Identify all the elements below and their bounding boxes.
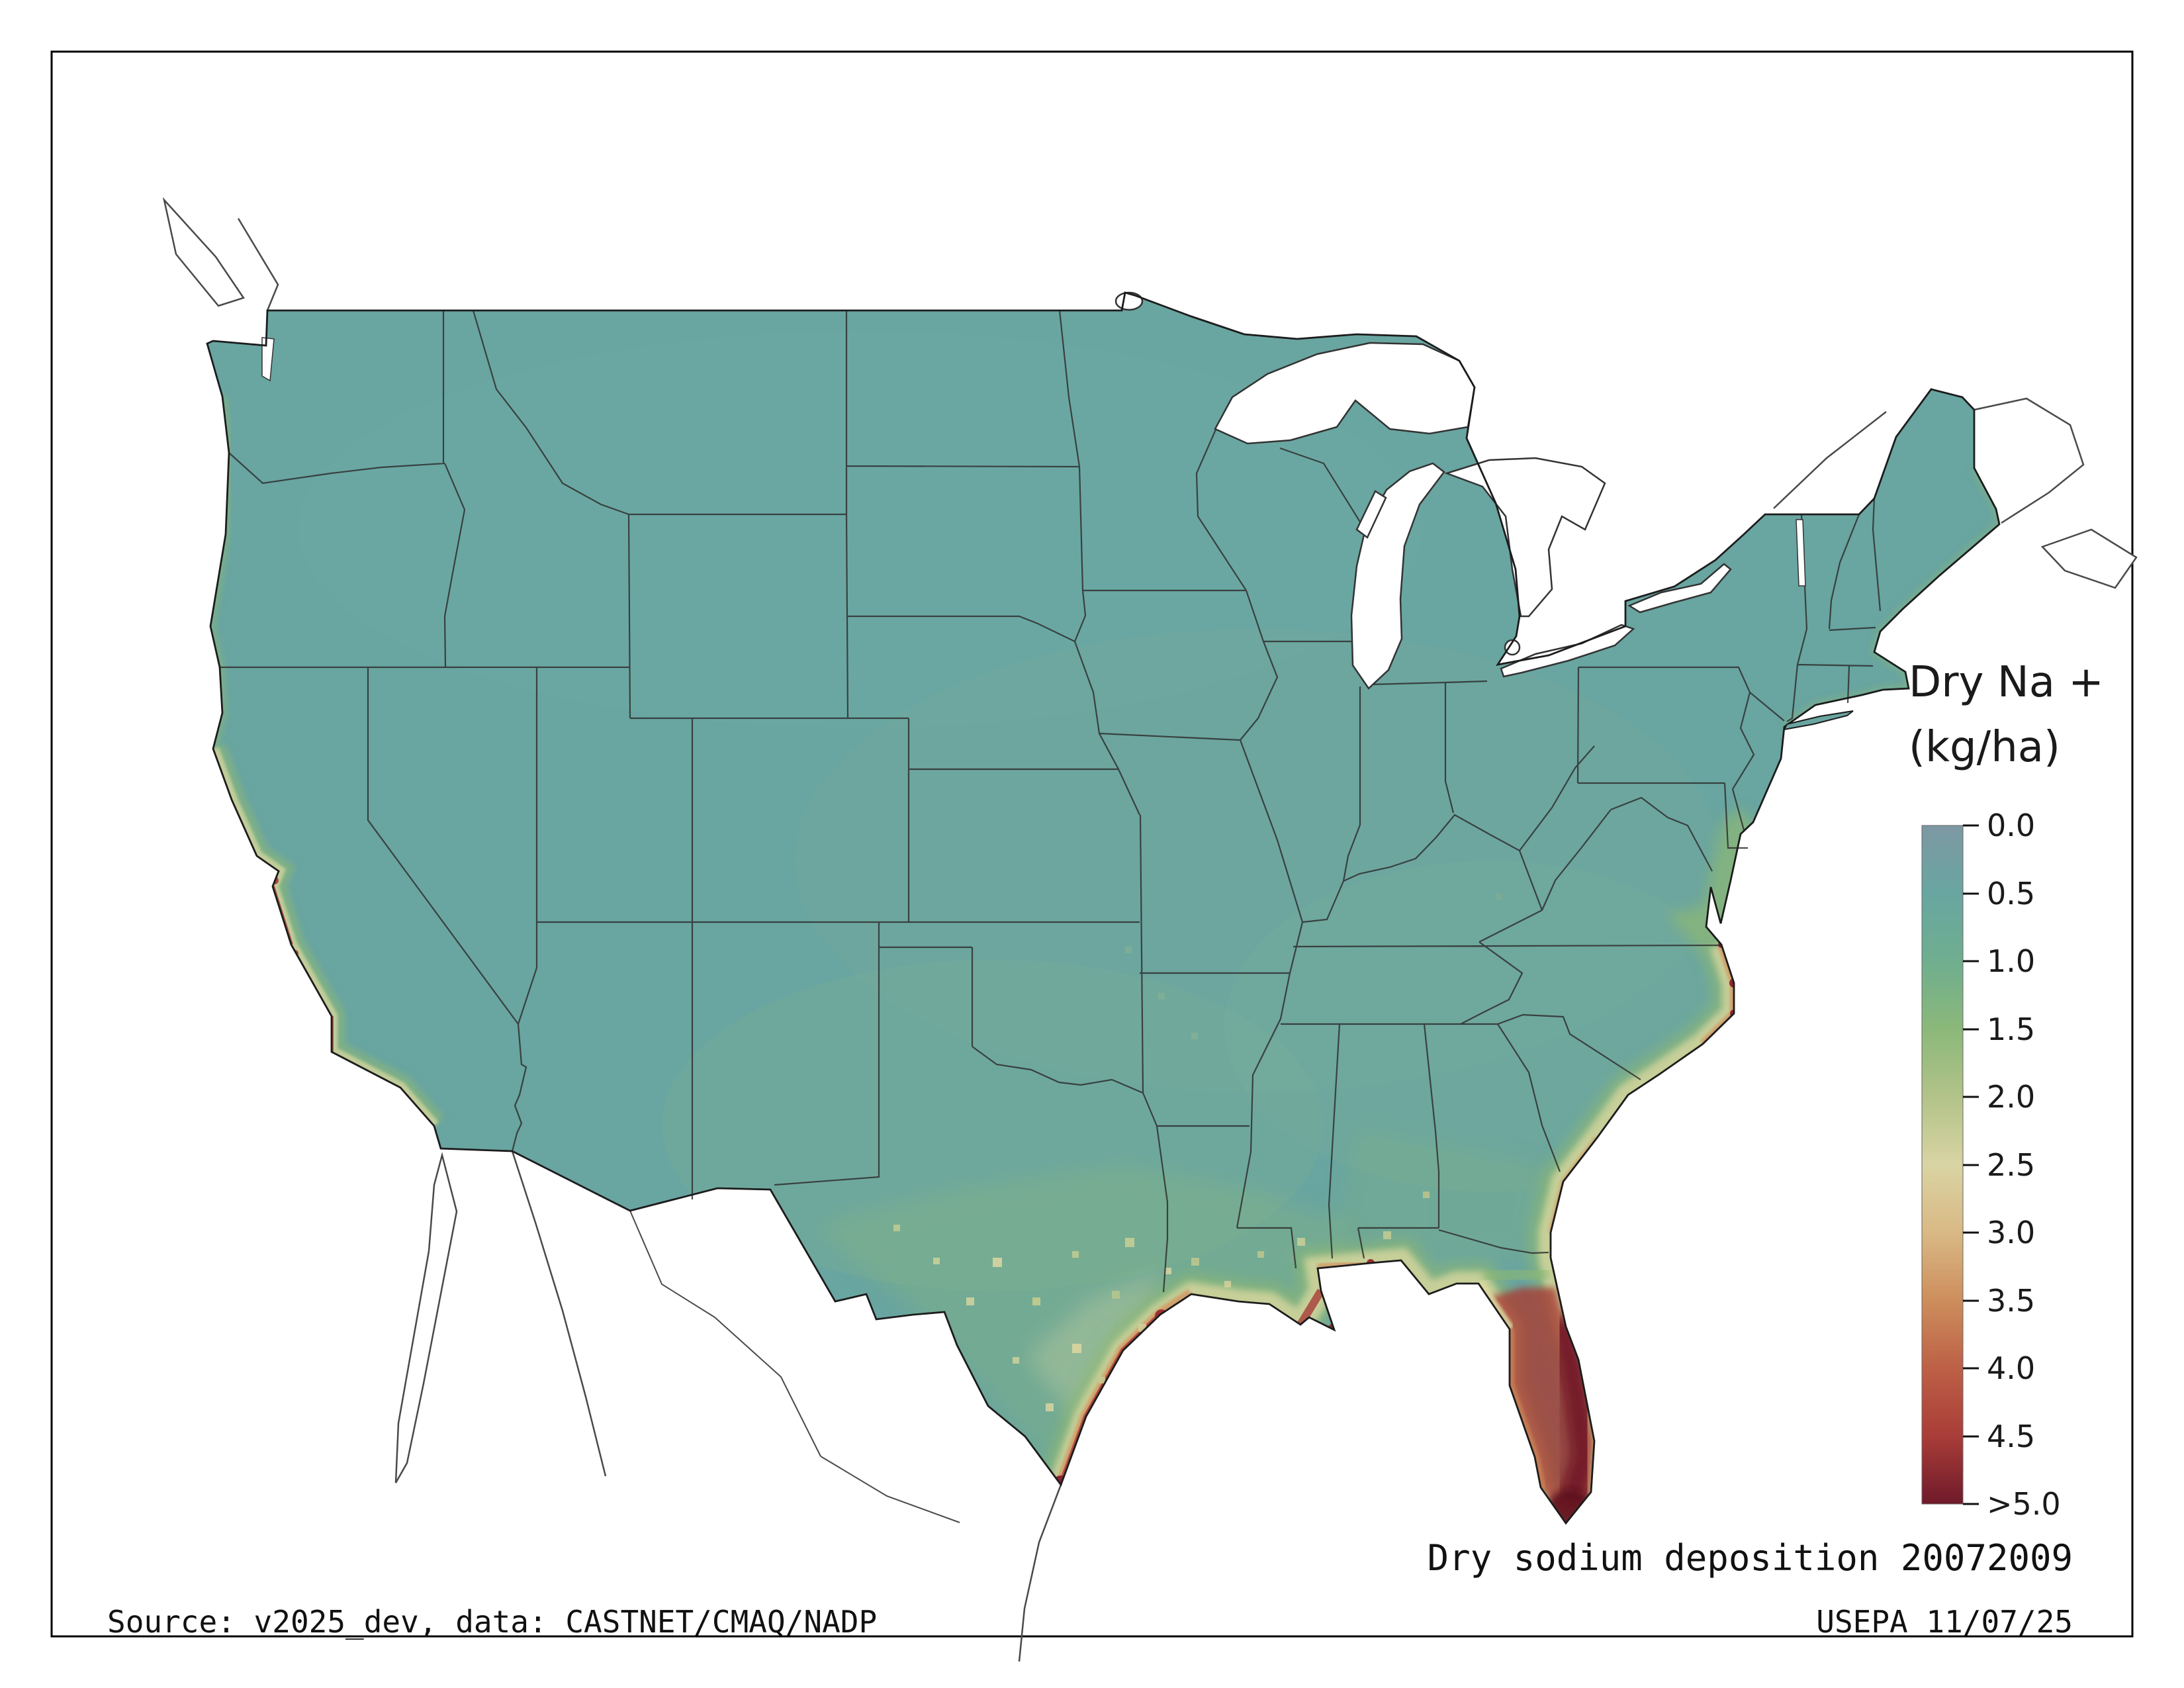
lake-of-the-woods <box>1115 291 1144 311</box>
grid-cell-specks <box>893 1192 1430 1411</box>
green-bay <box>1355 490 1387 539</box>
grid-cell <box>1257 1251 1264 1258</box>
grid-cell <box>1496 894 1502 900</box>
figure-border <box>50 50 2134 1638</box>
new-brunswick-coast <box>1974 397 2085 524</box>
us-outline <box>206 291 2001 1525</box>
source-text: Source: v2025_dev, data: CASTNET/CMAQ/NA… <box>107 1604 877 1640</box>
grid-cell <box>1072 1344 1081 1353</box>
grid-cell <box>1297 1238 1305 1246</box>
st-lawrence-river <box>1773 411 1887 509</box>
chesapeake-orange-dot <box>1708 919 1717 929</box>
puget-sound <box>261 337 275 382</box>
lake-ontario <box>1627 563 1732 614</box>
colorbar-ticks <box>1963 824 1979 1505</box>
legend-tick-label: 0.0 <box>1987 808 2035 843</box>
grid-cell <box>1191 1258 1199 1266</box>
grid-cell <box>933 1258 940 1264</box>
legend-tick-label: 4.5 <box>1987 1419 2035 1454</box>
grid-cell <box>1423 1192 1430 1198</box>
grid-cell <box>1072 1251 1079 1258</box>
mexico-state-lines <box>629 1210 960 1523</box>
teal-mottle <box>794 629 1721 1092</box>
grid-cell <box>1032 1297 1040 1305</box>
lake-erie <box>1500 624 1635 678</box>
legend: Dry Na + (kg/ha) 0.0 0.5 1.0 1.5 2.0 2.5… <box>1909 658 2104 1522</box>
grid-cell <box>1046 1403 1054 1411</box>
grid-cell <box>1125 1238 1134 1247</box>
colorbar-tick-labels: 0.0 0.5 1.0 1.5 2.0 2.5 3.0 3.5 4.0 4.5 … <box>1987 808 2061 1522</box>
baja-california <box>394 1152 458 1483</box>
grid-cell <box>1125 947 1132 953</box>
florida-maroon-core <box>1547 1314 1600 1504</box>
lake-champlain <box>1796 519 1806 586</box>
colorbar <box>1921 825 1964 1505</box>
vancouver-island <box>162 197 245 307</box>
map-caption: Dry sodium deposition 20072009 <box>1428 1537 2073 1579</box>
grid-cell <box>993 1258 1002 1267</box>
legend-tick-label: 4.0 <box>1987 1350 2035 1386</box>
legend-tick-label: 2.5 <box>1987 1147 2035 1183</box>
legend-tick-label: >5.0 <box>1987 1486 2061 1522</box>
agency-date-text: USEPA 11/07/25 <box>1816 1604 2073 1640</box>
legend-tick-label: 3.0 <box>1987 1215 2035 1250</box>
grid-cell <box>1191 1033 1198 1039</box>
legend-tick-label: 0.5 <box>1987 876 2035 912</box>
green-mottle <box>1224 861 1754 1192</box>
grid-cell <box>1165 1268 1171 1274</box>
great-lakes <box>261 291 1806 690</box>
canada-bc-coast <box>237 218 279 311</box>
grid-cell <box>1383 1231 1391 1239</box>
mexico-gulf-coast <box>1018 1484 1062 1662</box>
legend-tick-label: 3.5 <box>1987 1283 2035 1319</box>
legend-tick-label: 2.0 <box>1987 1079 2035 1115</box>
south-florida-maroon-blob <box>1546 1489 1594 1523</box>
legend-title-line1: Dry Na + <box>1909 658 2104 707</box>
lake-st-clair <box>1504 639 1521 656</box>
grid-cell <box>1158 993 1165 1000</box>
lake-huron <box>1444 457 1606 618</box>
grid-cell <box>1224 1281 1231 1288</box>
grid-cell <box>1099 1377 1105 1383</box>
nova-scotia <box>2040 528 2138 589</box>
neighbor-countries <box>162 197 2138 1662</box>
mexico-pacific-coast <box>511 1150 607 1477</box>
grid-cell <box>1013 1357 1019 1364</box>
grid-cell <box>1112 1291 1120 1299</box>
legend-title-line2: (kg/ha) <box>1909 723 2060 772</box>
delta-red-band <box>1297 1288 1325 1327</box>
legend-tick-label: 1.0 <box>1987 943 2035 979</box>
north-florida-green-band <box>1481 1262 1550 1288</box>
teal-mottle <box>298 331 1423 728</box>
legend-tick-label: 1.5 <box>1987 1011 2035 1047</box>
grid-cell <box>966 1297 974 1305</box>
texas-coast-yellow-wash <box>1026 1271 1165 1430</box>
long-island <box>1783 710 1854 731</box>
grid-cell <box>893 1225 900 1231</box>
midwest-specks <box>1125 894 1502 1039</box>
